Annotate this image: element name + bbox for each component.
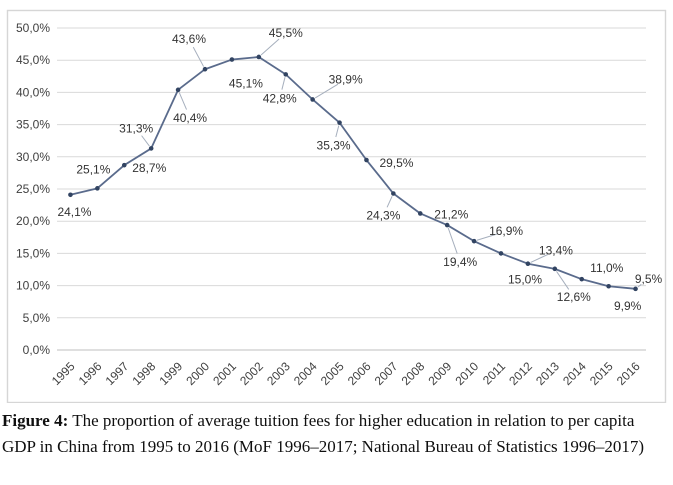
y-tick-label: 15,0% <box>16 246 50 260</box>
data-point-label: 40,4% <box>173 111 207 125</box>
data-point-label: 43,6% <box>172 32 206 46</box>
data-point-label: 29,5% <box>379 156 413 170</box>
data-point-label: 9,9% <box>614 299 642 313</box>
y-tick-label: 40,0% <box>16 85 50 99</box>
data-point-label: 42,8% <box>263 91 297 105</box>
label-leader-line <box>476 233 498 241</box>
x-tick-label: 2012 <box>506 359 535 388</box>
x-tick-label: 2000 <box>183 359 212 388</box>
data-point-marker <box>310 97 315 102</box>
data-point-marker <box>444 222 450 228</box>
data-point-marker <box>606 283 611 289</box>
label-leader-line <box>314 83 339 99</box>
data-point-label: 21,2% <box>434 207 468 221</box>
y-tick-label: 30,0% <box>16 150 50 164</box>
data-point-label: 24,3% <box>366 209 400 223</box>
x-tick-label: 2014 <box>560 359 589 388</box>
data-point-label: 45,1% <box>229 77 263 91</box>
data-point-label: 25,1% <box>76 162 110 176</box>
label-leader-line <box>260 38 280 56</box>
data-point-marker <box>364 157 369 163</box>
label-leader-line <box>192 46 205 67</box>
label-leader-line <box>178 92 188 110</box>
data-point-label: 28,7% <box>132 161 166 175</box>
data-point-marker <box>95 186 100 191</box>
x-tick-label: 2006 <box>345 359 374 388</box>
data-point-label: 11,0% <box>590 261 623 275</box>
x-tick-label: 2008 <box>399 359 428 388</box>
y-tick-label: 20,0% <box>16 214 50 228</box>
data-point-label: 31,3% <box>119 121 153 135</box>
data-point-marker <box>391 191 396 196</box>
x-tick-label: 1999 <box>156 359 185 388</box>
figure-caption: Figure 4: The proportion of average tuit… <box>2 408 671 459</box>
label-leader-line <box>530 254 548 263</box>
data-point-marker <box>471 238 477 244</box>
data-point-label: 16,9% <box>489 224 523 238</box>
data-point-marker <box>283 72 289 77</box>
x-tick-label: 1998 <box>130 359 159 388</box>
data-point-label: 15,0% <box>508 272 542 286</box>
x-tick-label: 2015 <box>587 359 616 388</box>
data-point-label: 13,4% <box>539 244 573 258</box>
data-point-label: 12,6% <box>557 290 591 304</box>
data-point-label: 9,5% <box>635 272 663 286</box>
data-point-label: 38,9% <box>329 72 363 86</box>
x-tick-label: 2009 <box>426 359 455 388</box>
x-tick-label: 1995 <box>49 359 78 388</box>
x-tick-label: 2003 <box>264 359 293 388</box>
y-tick-label: 45,0% <box>16 53 50 67</box>
x-tick-label: 2011 <box>480 359 508 387</box>
label-leader-line <box>281 77 286 90</box>
x-tick-label: 2004 <box>291 359 320 388</box>
label-leader-line <box>335 125 340 138</box>
data-point-marker <box>202 66 208 72</box>
x-tick-label: 1996 <box>76 359 105 388</box>
data-point-marker <box>579 276 585 282</box>
label-leader-line <box>637 283 642 288</box>
x-tick-label: 2016 <box>614 359 643 388</box>
data-point-marker <box>121 162 127 168</box>
label-leader-line <box>141 135 150 147</box>
data-point-marker <box>256 54 262 60</box>
y-tick-label: 10,0% <box>16 279 50 293</box>
label-leader-line <box>386 196 393 208</box>
label-leader-line <box>556 271 570 290</box>
data-point-marker <box>229 57 235 62</box>
data-point-marker <box>148 146 154 151</box>
figure-caption-text: The proportion of average tuition fees f… <box>2 411 645 456</box>
chart-canvas: 0,0% 5,0% 10,0% 15,0% 20,0% 25,0% 30,0% 35,0% 40… <box>6 9 667 404</box>
y-tick-label: 5,0% <box>23 311 51 325</box>
y-tick-label: 25,0% <box>16 182 50 196</box>
data-point-label: 24,1% <box>57 205 91 219</box>
data-point-label: 35,3% <box>317 139 351 153</box>
data-point-marker <box>552 266 558 272</box>
data-point-label: 45,5% <box>269 26 303 40</box>
x-tick-label: 1997 <box>103 359 132 388</box>
data-point-marker <box>525 261 531 267</box>
x-tick-label: 2005 <box>318 359 347 388</box>
data-point-marker <box>175 87 181 93</box>
data-point-marker <box>633 286 638 292</box>
y-tick-label: 50,0% <box>16 21 50 35</box>
figure-caption-label: Figure 4: <box>2 411 69 430</box>
y-tick-label: 0,0% <box>23 343 51 357</box>
chart-frame <box>6 9 667 404</box>
label-leader-line <box>447 227 458 254</box>
x-tick-label: 2013 <box>533 359 562 388</box>
data-point-marker <box>68 192 73 198</box>
x-tick-label: 2010 <box>452 359 481 388</box>
y-tick-label: 35,0% <box>16 118 50 132</box>
data-point-label: 19,4% <box>443 255 477 269</box>
x-tick-label: 2001 <box>210 359 239 388</box>
data-point-marker <box>417 211 423 216</box>
data-point-marker <box>337 120 342 125</box>
series-line <box>69 56 637 290</box>
x-tick-label: 2007 <box>372 359 401 388</box>
x-tick-label: 2002 <box>237 359 266 388</box>
chart-area: 0,0% 5,0% 10,0% 15,0% 20,0% 25,0% 30,0% 35,0% 40… <box>6 9 667 404</box>
data-point-marker <box>498 251 504 256</box>
